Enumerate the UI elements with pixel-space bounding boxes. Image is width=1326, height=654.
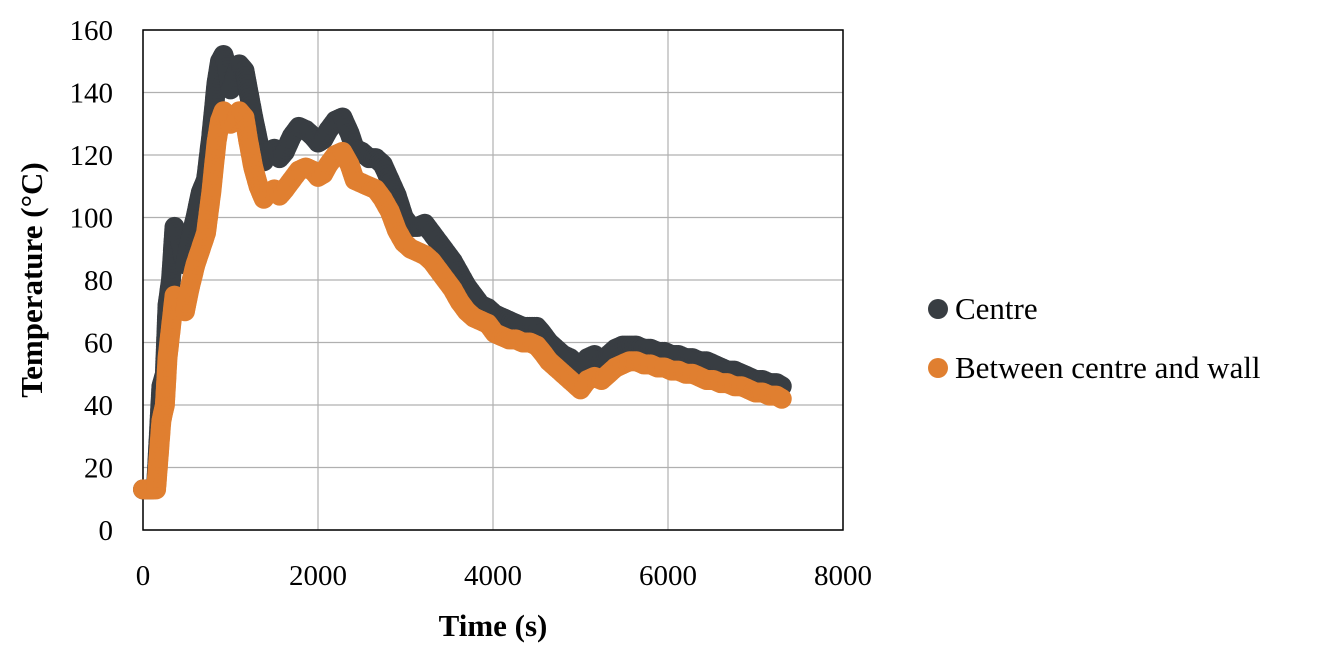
y-tick-label-3: 60 [84, 328, 113, 360]
y-tick-label-6: 120 [70, 140, 114, 172]
legend-marker-between-centre-and-wall [928, 358, 948, 378]
legend-item-centre: Centre [928, 291, 1038, 326]
y-tick-label-1: 20 [84, 453, 113, 485]
legend: Centre Between centre and wall [928, 291, 1261, 385]
y-tick-label-8: 160 [70, 15, 114, 47]
y-tick-label-7: 140 [70, 78, 114, 110]
legend-marker-centre [928, 299, 948, 319]
x-tick-label-3: 6000 [639, 560, 697, 592]
x-tick-label-0: 0 [136, 560, 151, 592]
point-1-464 [771, 388, 792, 409]
y-tick-label-4: 80 [84, 265, 113, 297]
series-layer [133, 45, 792, 500]
x-tick-label-1: 2000 [289, 560, 347, 592]
x-tick-label-4: 8000 [814, 560, 872, 592]
y-tick-label-2: 40 [84, 390, 113, 422]
y-axis-title: Temperature (°C) [14, 162, 49, 397]
legend-label-centre: Centre [955, 291, 1038, 326]
legend-label-between-centre-and-wall: Between centre and wall [955, 350, 1261, 385]
y-tick-labels: 0 20 40 60 80 100 120 140 160 [70, 15, 114, 547]
x-tick-label-2: 4000 [464, 560, 522, 592]
series-1 [133, 101, 792, 500]
legend-item-between: Between centre and wall [928, 350, 1261, 385]
x-tick-labels: 0 2000 4000 6000 8000 [136, 560, 872, 592]
y-tick-label-0: 0 [99, 515, 114, 547]
plot-area [142, 29, 844, 531]
y-tick-label-5: 100 [70, 203, 114, 235]
x-axis-title: Time (s) [439, 608, 548, 643]
